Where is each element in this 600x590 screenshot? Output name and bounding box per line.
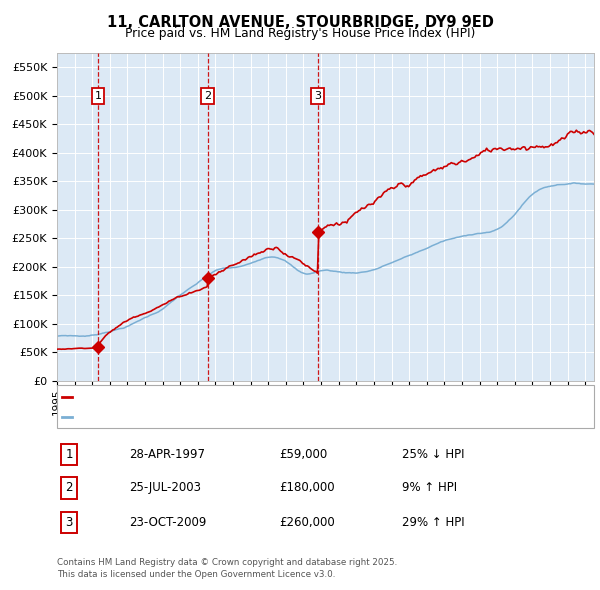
Text: 25% ↓ HPI: 25% ↓ HPI [402,448,464,461]
Text: £59,000: £59,000 [279,448,327,461]
Text: 29% ↑ HPI: 29% ↑ HPI [402,516,464,529]
Text: 11, CARLTON AVENUE, STOURBRIDGE, DY9 9ED: 11, CARLTON AVENUE, STOURBRIDGE, DY9 9ED [107,15,493,30]
Text: 2: 2 [204,91,211,101]
Text: Price paid vs. HM Land Registry's House Price Index (HPI): Price paid vs. HM Land Registry's House … [125,27,475,40]
Text: 3: 3 [314,91,321,101]
Text: 2: 2 [65,481,73,494]
Text: HPI: Average price, detached house, Dudley: HPI: Average price, detached house, Dudl… [75,412,316,422]
Text: 1: 1 [94,91,101,101]
Text: 11, CARLTON AVENUE, STOURBRIDGE, DY9 9ED (detached house): 11, CARLTON AVENUE, STOURBRIDGE, DY9 9ED… [75,392,434,402]
Text: 3: 3 [65,516,73,529]
Text: £260,000: £260,000 [279,516,335,529]
Text: 23-OCT-2009: 23-OCT-2009 [129,516,206,529]
Text: £180,000: £180,000 [279,481,335,494]
Text: Contains HM Land Registry data © Crown copyright and database right 2025.
This d: Contains HM Land Registry data © Crown c… [57,558,397,579]
Text: 1: 1 [65,448,73,461]
Text: 28-APR-1997: 28-APR-1997 [129,448,205,461]
Text: 25-JUL-2003: 25-JUL-2003 [129,481,201,494]
Text: 9% ↑ HPI: 9% ↑ HPI [402,481,457,494]
